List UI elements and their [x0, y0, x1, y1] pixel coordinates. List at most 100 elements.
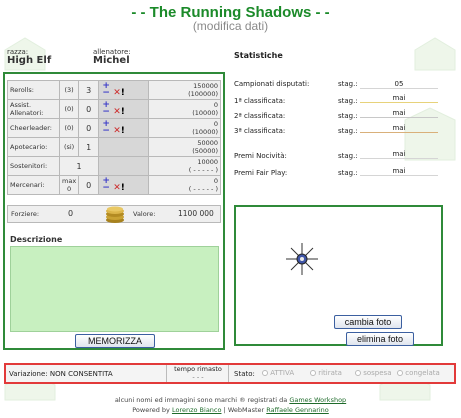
price-top: 0: [213, 177, 218, 185]
time-label: tempo rimasto: [174, 365, 222, 373]
stat-value: mai: [360, 150, 438, 159]
alert-icon: !: [120, 125, 125, 136]
stat-label: 1ª classificata:: [234, 97, 286, 105]
race-value: High Elf: [7, 55, 52, 66]
state-option-retired[interactable]: ritirata: [310, 369, 342, 377]
row-count: 0: [78, 118, 100, 138]
footer-trademark: alcuni nomi ed immagini sono marchi ® re…: [114, 396, 347, 404]
row-paren: (si): [58, 137, 80, 157]
plus-minus-icon[interactable]: + −: [102, 175, 110, 193]
price-bottom: ( - - - - - ): [188, 166, 218, 174]
plus-minus-icon[interactable]: + −: [102, 118, 110, 136]
status-bar: [4, 363, 456, 384]
treasury-label: Forziere:: [11, 210, 40, 218]
description-textarea[interactable]: [10, 246, 219, 332]
table-row: Sostenitori: 1 10000( - - - - - ): [7, 156, 221, 176]
stat-value: mai: [360, 124, 438, 133]
row-count: 3: [78, 80, 100, 100]
price-bottom: (10000): [192, 128, 218, 136]
row-count: 0: [78, 175, 100, 195]
stat-value: mai: [360, 109, 438, 118]
row-paren: (0): [58, 118, 80, 138]
radio-icon[interactable]: [310, 370, 316, 376]
table-row: Rerolls: (3) 3 + − ✕! 150000 (100000): [7, 80, 221, 100]
row-label: Apotecario:: [7, 137, 60, 157]
stat-value: 05: [360, 80, 438, 89]
row-count: 1: [78, 137, 100, 157]
alert-icon: !: [120, 182, 125, 193]
stat-stag-label: stag.:: [338, 80, 358, 88]
delete-photo-button[interactable]: elimina foto: [346, 332, 414, 346]
stat-stag-label: stag.:: [338, 127, 358, 135]
team-panel: [3, 72, 225, 350]
remove-icon[interactable]: ✕: [113, 182, 121, 193]
row-label: Assist. Allenatori:: [7, 99, 60, 119]
state-option-active[interactable]: ATTIVA: [262, 369, 294, 377]
stat-stag-label: stag.:: [338, 112, 358, 120]
divider: [228, 365, 229, 382]
race-label: razza:: [7, 48, 29, 56]
games-workshop-link[interactable]: Games Workshop: [289, 396, 347, 404]
stat-label: Premi Nocività:: [234, 152, 287, 160]
price-bottom: (10000): [192, 109, 218, 117]
stats-title: Statistiche: [234, 51, 283, 60]
row-paren: (0): [58, 99, 80, 119]
stat-value: mai: [360, 94, 438, 103]
footer-credits: Powered by Lorenzo Bianco | WebMaster Ra…: [132, 406, 329, 414]
remove-icon[interactable]: ✕: [113, 106, 121, 117]
table-row: Cheerleader: (0) 0 + − ✕! 0 (10000): [7, 118, 221, 138]
price-top: 10000: [197, 158, 218, 166]
coach-label: allenatore:: [93, 48, 131, 56]
plus-minus-icon[interactable]: + −: [102, 80, 110, 98]
variation-text: Variazione: NON CONSENTITA: [9, 370, 113, 378]
alert-icon: !: [120, 87, 125, 98]
page-title: - - The Running Shadows - -: [131, 4, 330, 21]
roster-table: Rerolls: (3) 3 + − ✕! 150000 (100000) Assi…: [7, 80, 221, 195]
table-row: Mercenari: max 0 0 + − ✕! 0( - - - - - ): [7, 175, 221, 195]
row-label: Sostenitori:: [7, 156, 60, 176]
row-label: Rerolls:: [7, 80, 60, 100]
price-top: 50000: [197, 139, 218, 147]
row-paren: max 0: [58, 175, 80, 195]
coach-value: Michel: [93, 55, 130, 66]
plus-minus-icon[interactable]: + −: [102, 99, 110, 117]
stat-label: 3ª classificata:: [234, 127, 286, 135]
time-value: - - -: [192, 373, 204, 381]
page-subtitle: (modifica dati): [192, 19, 269, 33]
price-top: 0: [213, 101, 218, 109]
stat-label: 2ª classificata:: [234, 112, 286, 120]
worth-value: 1100 000: [178, 209, 214, 218]
row-label: Cheerleader:: [7, 118, 60, 138]
coins-icon: [106, 206, 124, 223]
state-option-suspended[interactable]: sospesa: [355, 369, 392, 377]
price-bottom: (100000): [188, 90, 218, 98]
alert-icon: !: [120, 106, 125, 117]
webmaster-link[interactable]: Raffaele Gennarino: [266, 406, 329, 414]
radio-icon[interactable]: [262, 370, 268, 376]
remove-icon[interactable]: ✕: [113, 125, 121, 136]
treasury-value: 0: [68, 209, 74, 218]
radio-icon[interactable]: [355, 370, 361, 376]
table-row: Assist. Allenatori: (0) 0 + − ✕! 0 (10000): [7, 99, 221, 119]
state-option-frozen[interactable]: congelata: [397, 369, 440, 377]
team-logo-icon: [286, 243, 318, 275]
remove-icon[interactable]: ✕: [113, 87, 121, 98]
divider: [166, 365, 167, 382]
price-top: 150000: [193, 82, 218, 90]
row-count: 1: [58, 156, 100, 176]
stat-label: Campionati disputati:: [234, 80, 310, 88]
description-label: Descrizione: [10, 235, 63, 244]
radio-icon[interactable]: [397, 370, 403, 376]
save-button[interactable]: MEMORIZZA: [75, 334, 155, 348]
stat-stag-label: stag.:: [338, 97, 358, 105]
change-photo-button[interactable]: cambia foto: [334, 315, 402, 329]
price-bottom: ( - - - - - ): [188, 185, 218, 193]
author-link[interactable]: Lorenzo Bianco: [171, 406, 222, 414]
price-top: 0: [213, 120, 218, 128]
stat-stag-label: stag.:: [338, 152, 358, 160]
stat-stag-label: stag.:: [338, 169, 358, 177]
row-count: 0: [78, 99, 100, 119]
worth-label: Valore:: [133, 210, 156, 218]
price-bottom: (50000): [192, 147, 218, 155]
stat-label: Premi Fair Play:: [234, 169, 288, 177]
